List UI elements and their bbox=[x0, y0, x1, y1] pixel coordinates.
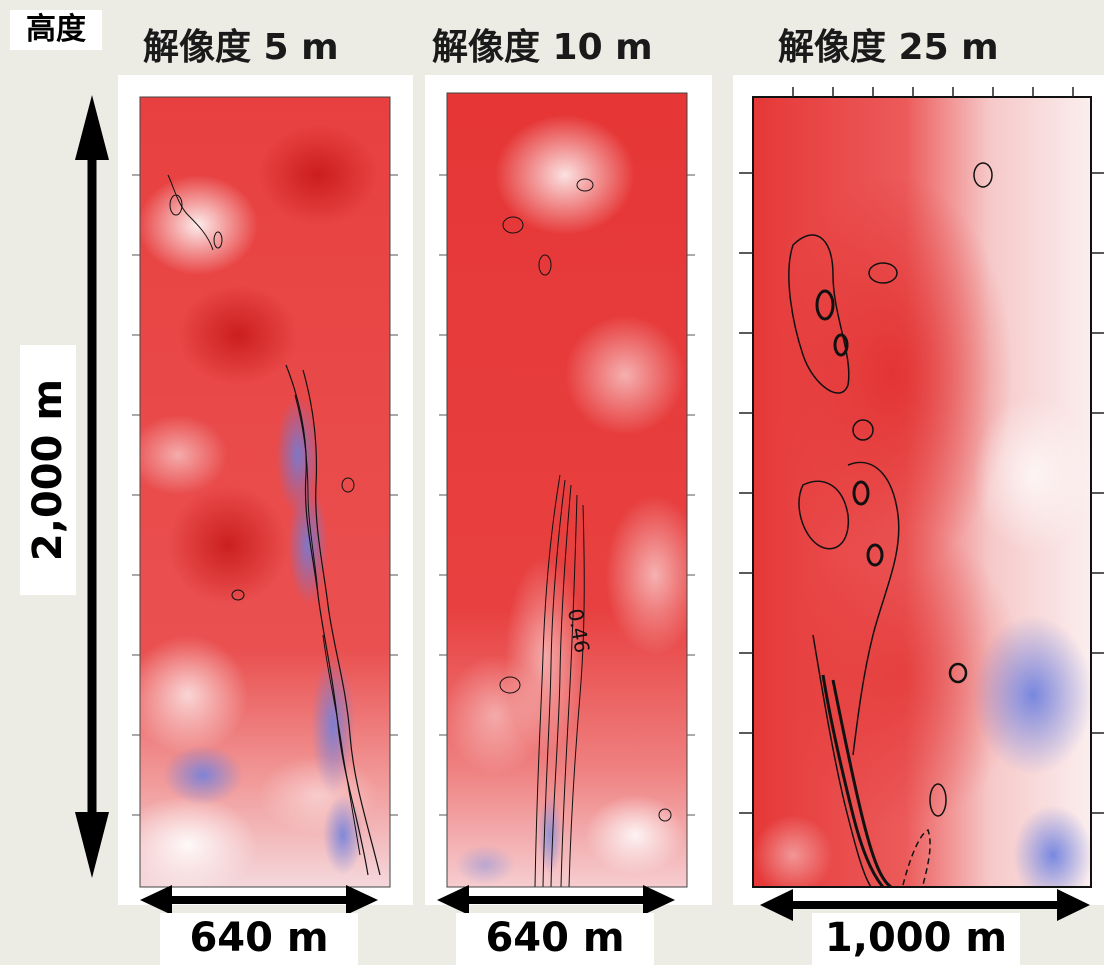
panel-3-plot bbox=[739, 87, 1104, 888]
panel-3-width-label: 1,000 m bbox=[812, 913, 1020, 965]
height-label: 高度 bbox=[10, 10, 102, 50]
height-span-label: 2,000 m bbox=[20, 345, 76, 595]
panel-2-plot: 0.46 bbox=[439, 92, 695, 888]
panel-1-plot bbox=[132, 96, 398, 888]
panel-3 bbox=[733, 75, 1104, 905]
panel-2-width-label: 640 m bbox=[456, 913, 654, 965]
panel-1-width-label: 640 m bbox=[160, 913, 358, 965]
panel-2: 0.46 bbox=[425, 75, 712, 905]
panel-3-title: 解像度 25 m bbox=[778, 27, 999, 68]
panel-1 bbox=[118, 75, 413, 905]
panel-2-title: 解像度 10 m bbox=[432, 27, 653, 68]
panel-1-title: 解像度 5 m bbox=[143, 27, 339, 68]
